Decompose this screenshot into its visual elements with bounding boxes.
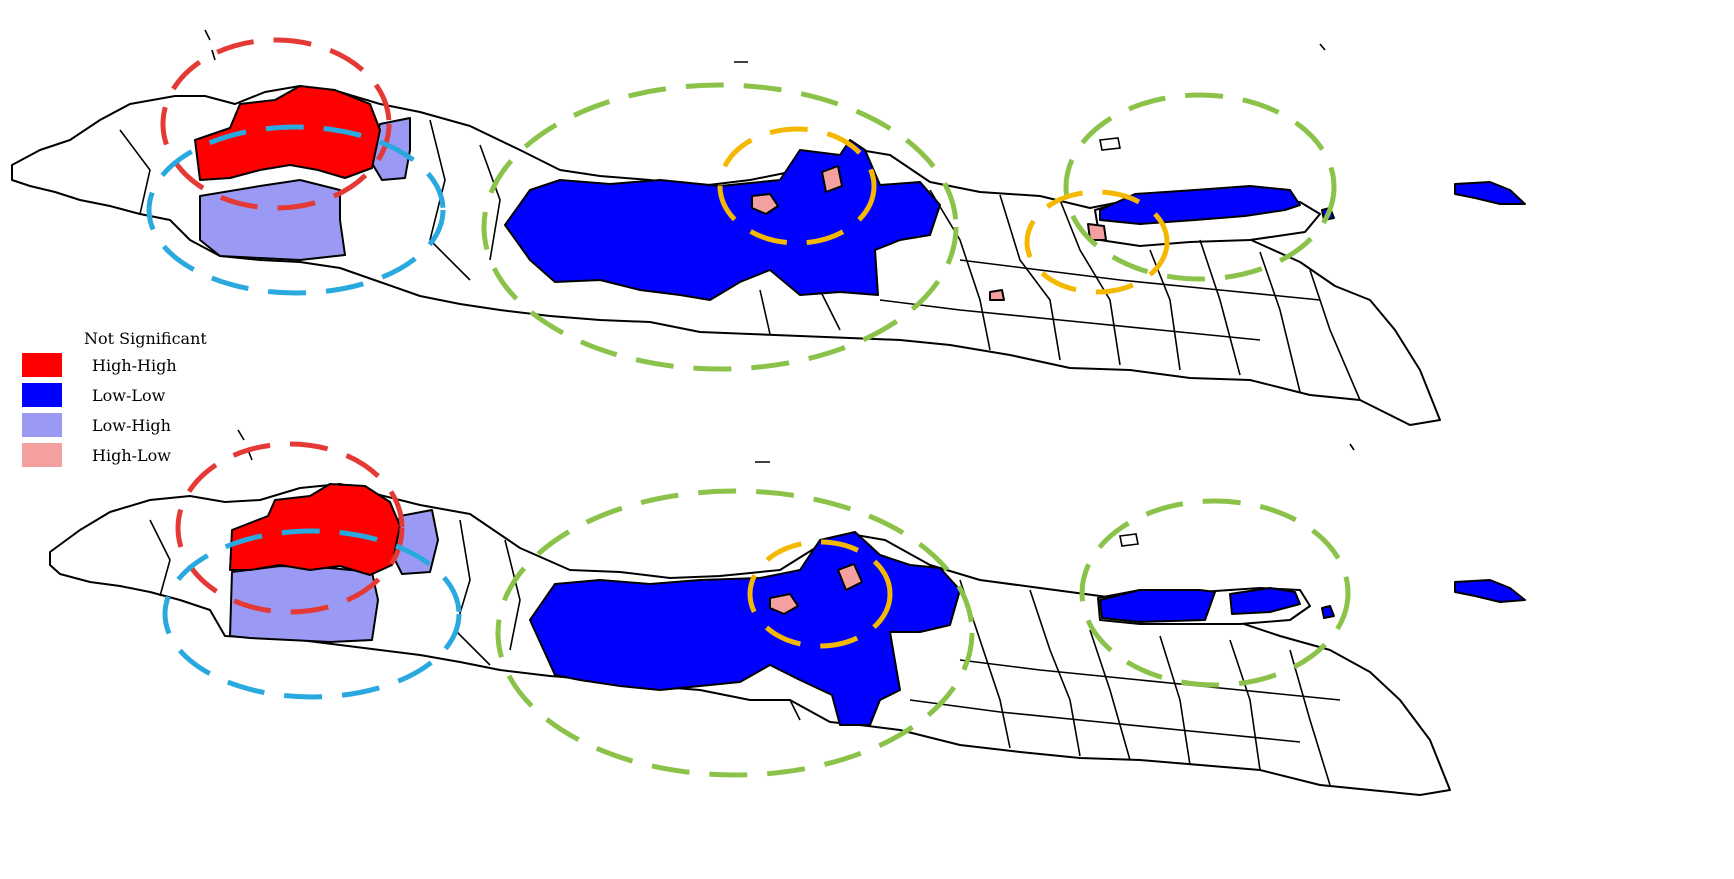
high-high-region-top <box>194 85 381 181</box>
cluster-ring-low-low-bottom-east <box>1079 498 1351 688</box>
small-islands-top <box>204 29 1326 151</box>
legend-label-high-high: High-High <box>92 355 177 375</box>
cluster-ring-low-high-top <box>146 124 446 296</box>
legend-label-high-low: High-Low <box>92 445 171 465</box>
high-low-region-bottom-2 <box>837 563 863 591</box>
legend-item-low-high: Low-High <box>22 410 207 440</box>
cluster-ring-high-low-bottom-central <box>747 539 893 649</box>
cluster-ring-high-high-bottom <box>175 441 405 615</box>
district-borders-top <box>119 119 1361 401</box>
legend-item-high-high: High-High <box>22 350 207 380</box>
cluster-ring-low-high-bottom <box>162 528 462 700</box>
eastern-islet-bottom <box>1321 605 1335 619</box>
high-low-region-top-4 <box>989 289 1005 301</box>
low-low-region-bottom-east-2 <box>1229 587 1301 615</box>
eastern-islands-bottom <box>1454 579 1526 603</box>
legend-title-text: Not Significant <box>84 328 207 348</box>
cluster-ring-high-high-top <box>160 37 392 211</box>
legend-item-high-low: High-Low <box>22 440 207 470</box>
legend-title: Not Significant <box>22 328 207 348</box>
legend-swatch-high-high <box>22 353 62 377</box>
cluster-ring-low-low-top-east <box>1063 92 1337 282</box>
low-low-region-bottom-east-1 <box>1099 589 1216 623</box>
cluster-ring-high-low-top-central <box>717 126 877 246</box>
high-low-region-bottom-1 <box>769 593 799 615</box>
low-high-region-top-1 <box>199 179 346 261</box>
low-high-region-bottom-1 <box>229 565 379 643</box>
high-low-region-top-3 <box>1087 223 1107 241</box>
legend-swatch-high-low <box>22 443 62 467</box>
legend-swatch-low-low <box>22 383 62 407</box>
legend-label-low-low: Low-Low <box>92 385 166 405</box>
cluster-ring-high-low-top-east <box>1024 189 1170 295</box>
low-low-region-top-east <box>1099 185 1301 225</box>
legend: Not Significant High-High Low-Low Low-Hi… <box>22 328 207 470</box>
legend-item-low-low: Low-Low <box>22 380 207 410</box>
legend-swatch-low-high <box>22 413 62 437</box>
legend-label-low-high: Low-High <box>92 415 171 435</box>
small-islands-bottom <box>237 429 1355 547</box>
map-bottom <box>49 429 1526 796</box>
cluster-ring-low-low-top-central <box>481 82 959 372</box>
map-top <box>11 29 1526 426</box>
high-low-region-top-2 <box>821 165 843 193</box>
high-low-region-top-1 <box>751 193 779 215</box>
eastern-islands-top <box>1454 181 1526 205</box>
cluster-ring-low-low-bottom-central <box>495 488 975 778</box>
